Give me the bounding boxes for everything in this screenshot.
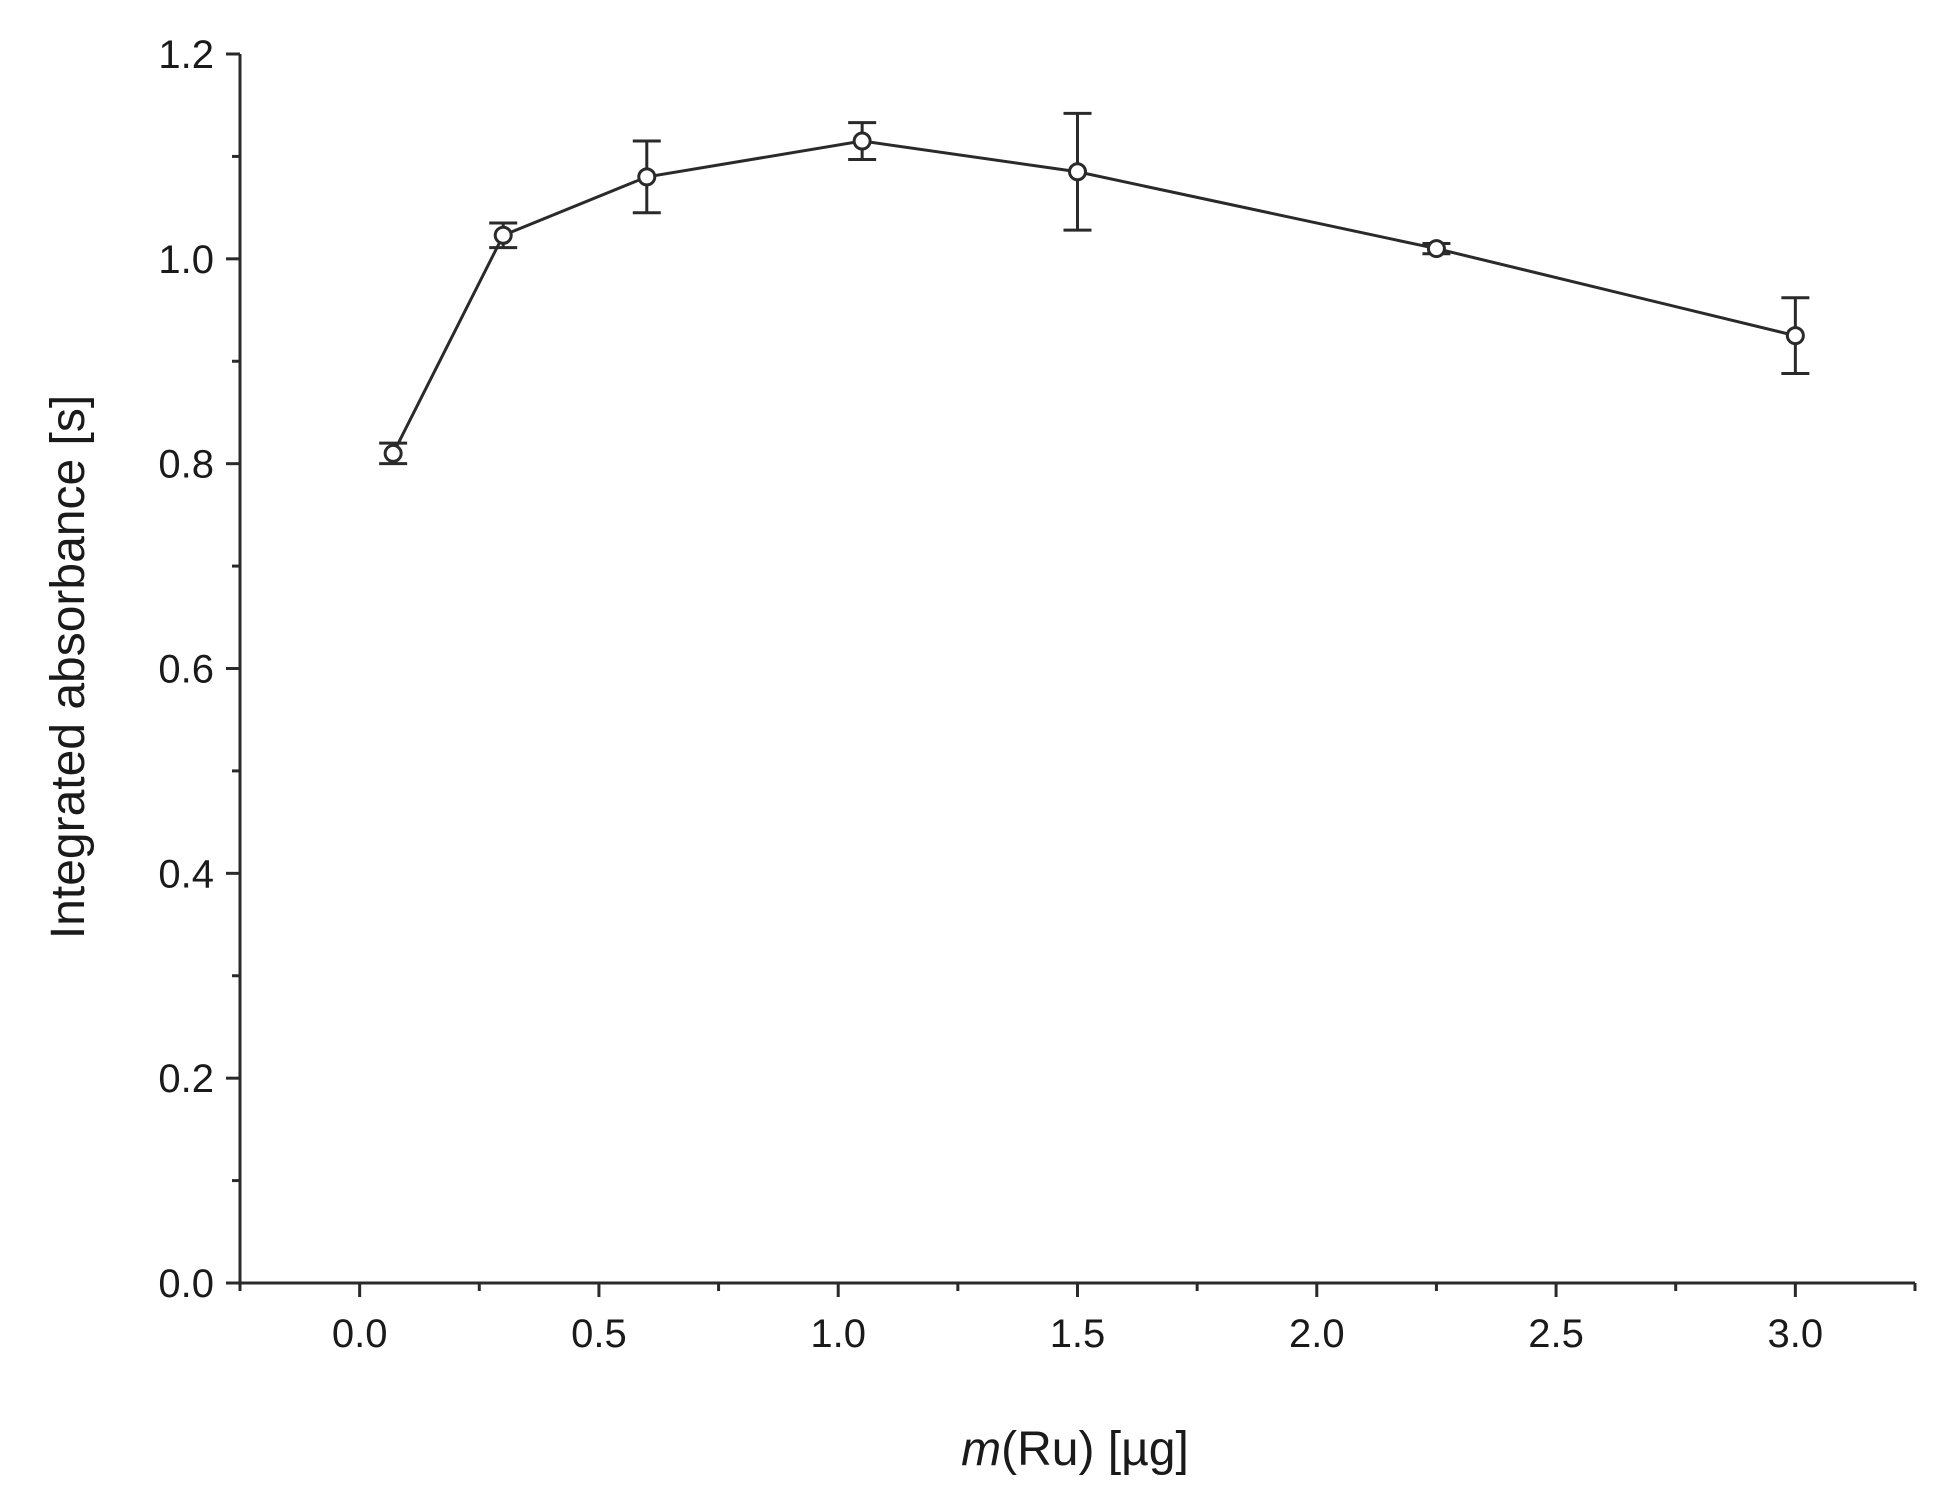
data-point [493, 225, 513, 245]
y-tick-label: 0.2 [158, 1057, 214, 1101]
x-tick-label: 0.0 [332, 1312, 388, 1356]
y-tick-label: 0.6 [158, 648, 214, 692]
y-tick-label: 0.4 [158, 852, 214, 896]
x-axis-title: m(Ru) [µg] [961, 1423, 1189, 1476]
data-point [1785, 326, 1805, 346]
series-line [391, 139, 1796, 455]
data-point [637, 167, 657, 187]
x-tick-label: 0.5 [571, 1312, 627, 1356]
y-axis-title: Integrated absorbance [s] [42, 395, 95, 939]
x-axis-ticks: 0.0 0.5 1.0 1.5 2.0 2.5 3.0 [238, 1283, 1917, 1356]
data-point [1426, 239, 1446, 259]
x-tick-label: 3.0 [1768, 1312, 1824, 1356]
y-tick-label: 0.0 [158, 1262, 214, 1306]
y-tick-label: 0.8 [158, 443, 214, 487]
axes [238, 54, 1915, 1285]
data-point [1068, 162, 1087, 182]
data-point [852, 131, 872, 151]
data-series [379, 111, 1810, 466]
data-point [383, 443, 403, 463]
x-tick-label: 2.5 [1528, 1312, 1584, 1356]
x-tick-label: 2.0 [1289, 1312, 1345, 1356]
x-tick-label: 1.0 [810, 1312, 866, 1356]
y-tick-label: 1.2 [158, 33, 214, 77]
x-tick-label: 1.5 [1050, 1312, 1106, 1356]
y-axis-ticks: 0.0 0.2 0.4 0.6 0.8 1.0 1.2 [158, 33, 240, 1306]
y-tick-label: 1.0 [158, 238, 214, 282]
